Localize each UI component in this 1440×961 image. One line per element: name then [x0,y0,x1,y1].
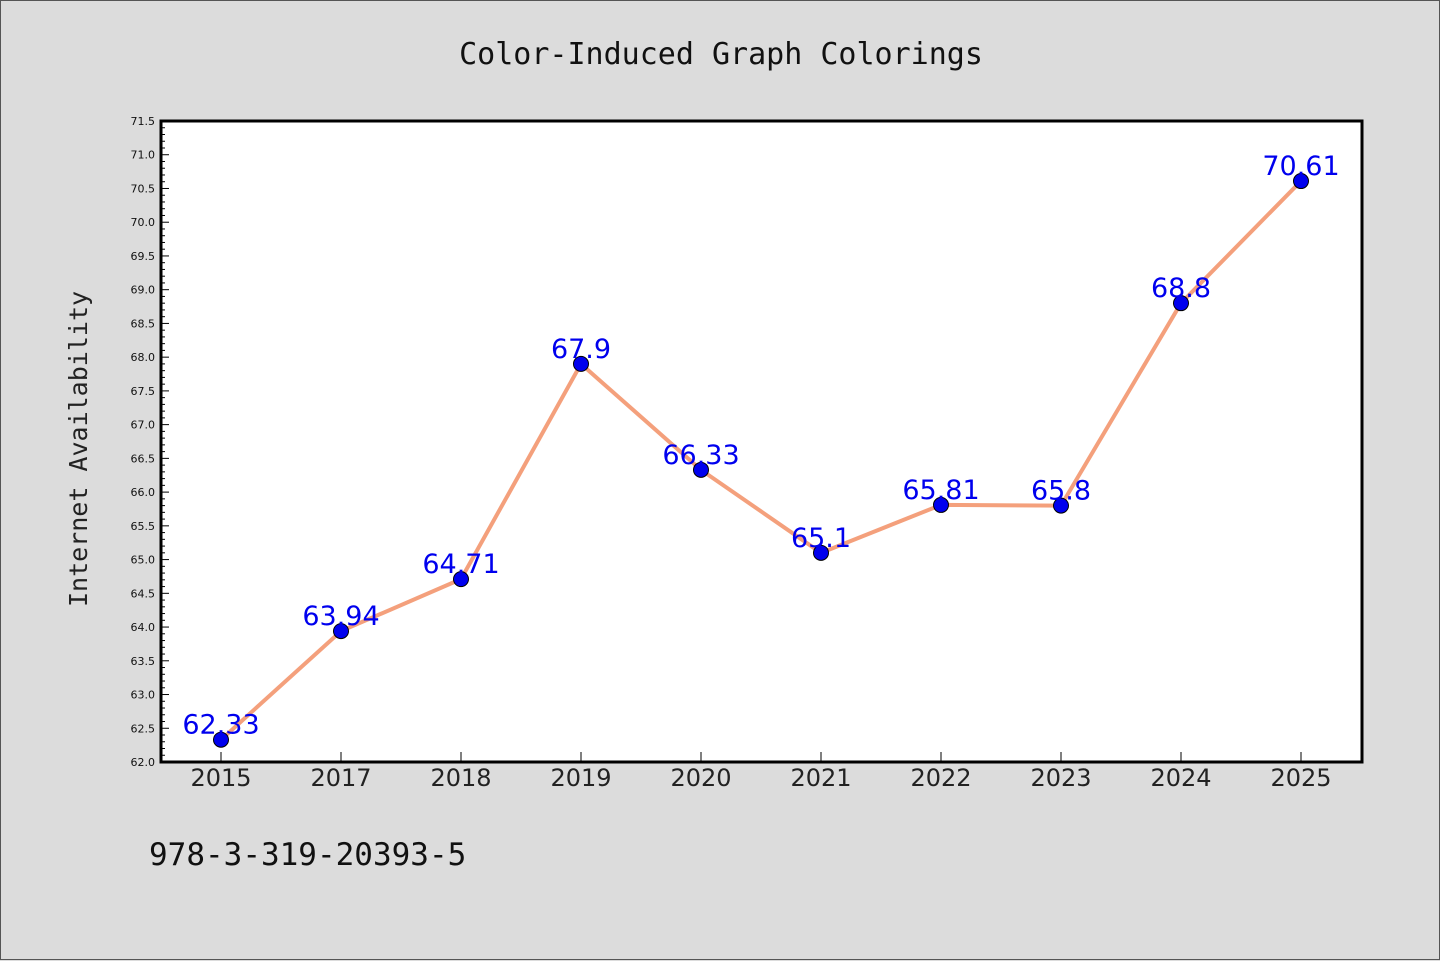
y-tick-label: 67.0 [131,419,156,432]
data-label: 65.81 [902,475,979,506]
x-tick-label: 2024 [1150,764,1211,792]
y-tick-label: 71.0 [131,149,156,162]
data-point-marker [453,571,469,588]
x-tick-label: 2017 [310,764,371,792]
data-label: 70.61 [1262,151,1339,182]
y-tick-label: 68.0 [131,351,156,364]
x-tick-label: 2023 [1030,764,1091,792]
y-tick-label: 71.5 [131,115,156,128]
y-tick-label: 70.5 [131,182,156,195]
x-tick-label: 2015 [190,764,251,792]
axis-ticks: 62.0 62.5 63.0 63.5 64.0 64.5 65.0 65.5 66.0 66.5… [131,115,1332,792]
x-tick-label: 2025 [1270,764,1331,792]
y-tick-label: 70.0 [131,216,156,229]
y-tick-label: 67.5 [131,385,156,398]
data-point-marker [1053,497,1069,514]
plot-frame [159,119,1364,764]
chart-title: Color-Induced Graph Colorings [459,37,983,72]
data-label: 66.33 [662,440,739,471]
y-tick-label: 69.5 [131,250,156,263]
data-label: 63.94 [302,601,379,632]
x-tick-label: 2021 [790,764,851,792]
y-tick-label: 65.5 [131,520,156,533]
x-tick-label: 2018 [430,764,491,792]
data-point-marker [1173,295,1189,312]
y-tick-label: 63.0 [131,689,156,702]
y-tick-label: 62.0 [131,756,156,769]
data-label: 64.71 [422,549,499,580]
x-tick-label: 2019 [550,764,611,792]
y-tick-label: 66.5 [131,452,156,465]
data-point-marker [933,496,949,513]
data-point-marker [1293,173,1309,190]
data-point-marker [213,731,229,748]
x-tick-label: 2020 [670,764,731,792]
data-labels-group: 62.33 63.94 64.71 67.9 66.33 65.1 65.81 65.8 68.… [182,151,1339,741]
series-line-group [213,173,1309,748]
plot-area [161,121,1362,762]
footnote-isbn: 978-3-319-20393-5 [149,837,466,873]
y-tick-label: 63.5 [131,655,156,668]
x-tick-label: 2022 [910,764,971,792]
data-label: 65.1 [791,523,851,554]
y-tick-label: 65.0 [131,554,156,567]
data-label: 68.8 [1151,273,1211,304]
data-point-marker [573,355,589,372]
y-tick-label: 66.0 [131,486,156,499]
data-label: 67.9 [551,334,611,365]
data-label: 62.33 [182,710,259,741]
data-label: 65.8 [1031,476,1091,507]
series-line [219,179,1303,742]
y-tick-label: 68.5 [131,317,156,330]
data-point-marker [813,544,829,561]
y-tick-label: 62.5 [131,722,156,735]
y-axis-label: Internet Availability [64,291,93,607]
data-point-marker [333,623,349,640]
y-tick-label: 64.5 [131,587,156,600]
y-tick-label: 64.0 [131,621,156,634]
y-tick-label: 69.0 [131,284,156,297]
data-point-marker [693,461,709,478]
